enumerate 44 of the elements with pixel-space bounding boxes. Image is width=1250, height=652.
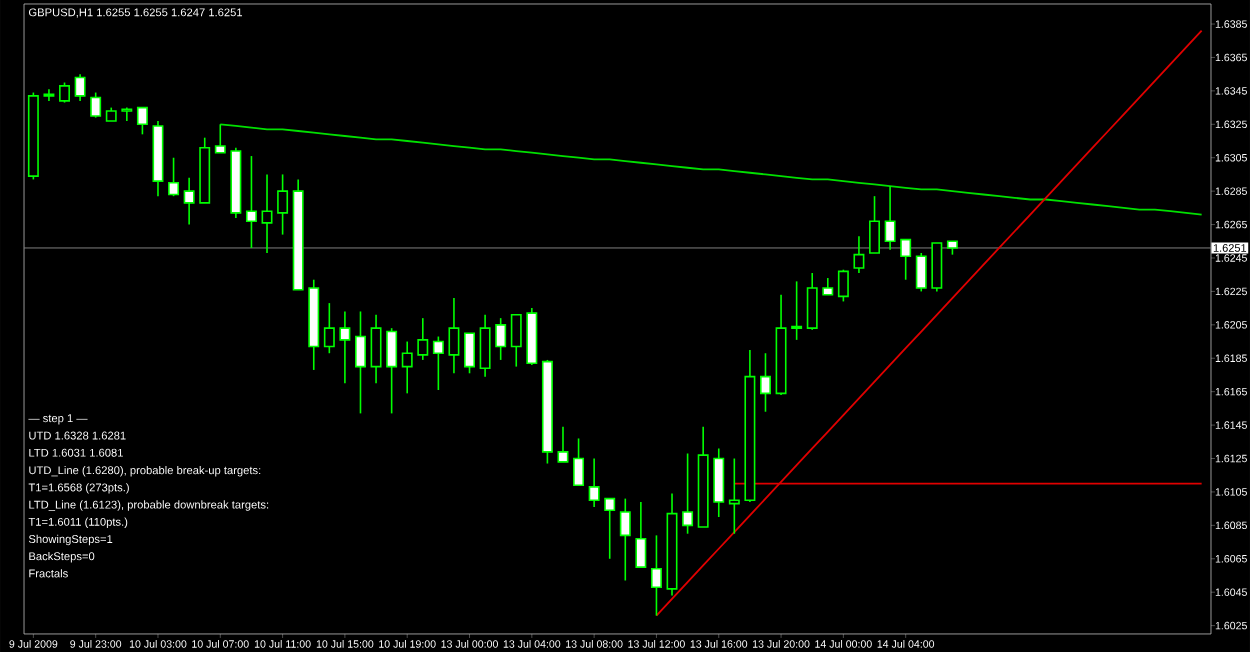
candlestick [90, 91, 102, 119]
candlestick [168, 156, 180, 197]
candlestick [713, 447, 725, 518]
candlestick [604, 497, 616, 560]
candlestick [760, 352, 771, 413]
candlestick [214, 123, 226, 154]
candlestick [557, 425, 569, 463]
candlestick [588, 457, 600, 508]
candlestick [74, 73, 86, 102]
candlestick [370, 314, 382, 385]
candlestick [884, 185, 896, 251]
candlestick [479, 314, 491, 378]
candlestick [355, 310, 366, 415]
line-series [219, 123, 1203, 216]
candlestick [853, 235, 865, 274]
candlestick [915, 252, 927, 293]
candlestick [573, 437, 585, 487]
candlestick [728, 457, 740, 535]
candlestick [635, 501, 647, 568]
candlestick [261, 173, 273, 254]
candlestick [495, 317, 507, 361]
candlestick [417, 317, 429, 361]
candlestick [245, 155, 257, 249]
candlestick [59, 81, 70, 104]
candlestick [682, 452, 694, 535]
candlestick [869, 195, 880, 254]
candlestick [183, 176, 195, 226]
candlestick [448, 297, 460, 375]
candlestick [931, 242, 943, 293]
candlestick [464, 332, 475, 375]
candlestick [432, 335, 444, 391]
candlestick [650, 534, 662, 617]
candlestick [806, 272, 818, 331]
candlestick [837, 268, 849, 303]
candlestick [277, 173, 289, 236]
candlestick [136, 106, 148, 136]
candlestick [339, 310, 351, 385]
candlestick [386, 327, 398, 415]
candlestick [900, 238, 912, 281]
candlestick [401, 340, 413, 395]
candlestick [619, 497, 631, 582]
candlestick [791, 280, 803, 341]
candlestick [323, 302, 335, 355]
candlestick [510, 314, 522, 368]
